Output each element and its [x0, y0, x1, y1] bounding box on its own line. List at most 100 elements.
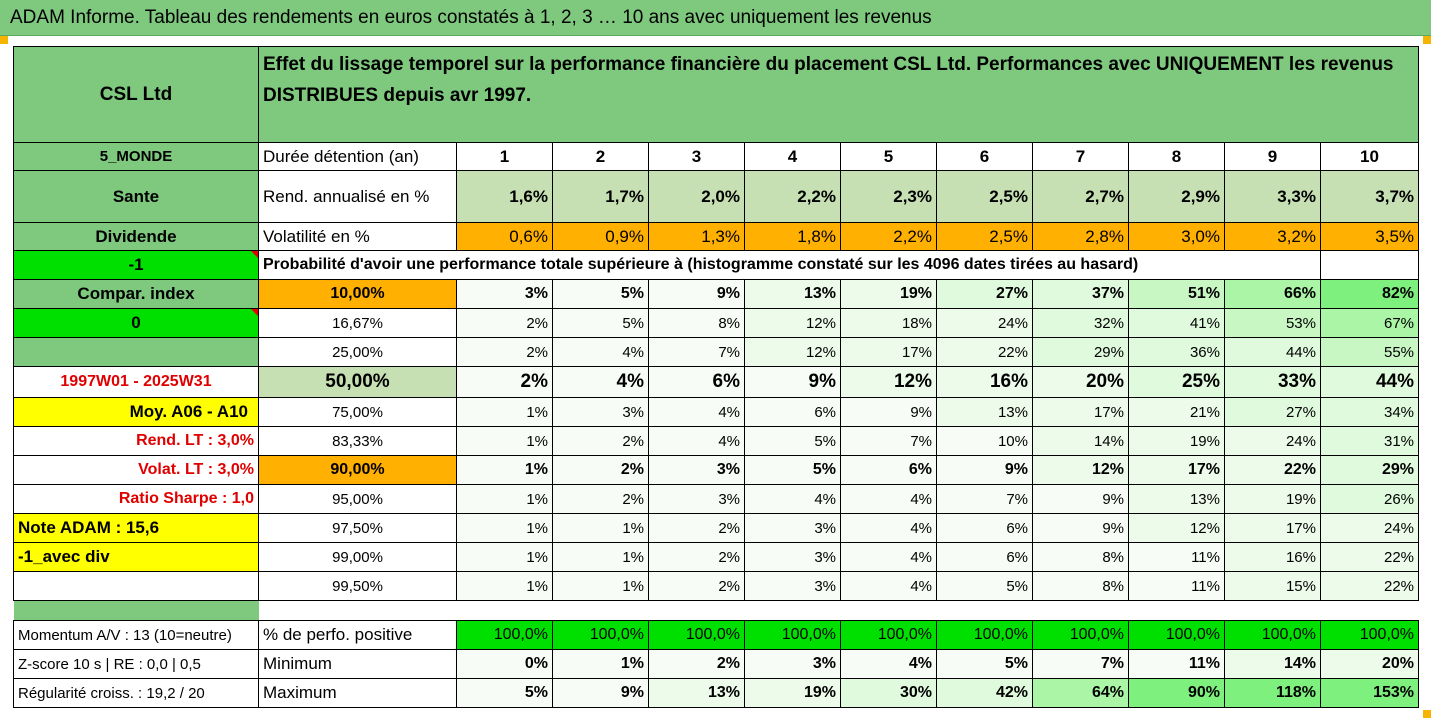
probability-value: 6%	[936, 542, 1033, 572]
year-header: 2	[552, 142, 649, 171]
probability-value: 4%	[648, 426, 745, 456]
minimum-value: 20%	[1319, 649, 1420, 679]
probability-value: 5%	[936, 571, 1033, 601]
moy-label: Moy. A06 - A10	[13, 397, 259, 427]
positive-value: 100,0%	[1128, 620, 1225, 650]
probability-value: 17%	[840, 337, 937, 367]
probability-value: 41%	[1128, 308, 1225, 338]
probability-value: 4%	[648, 397, 745, 427]
probability-threshold: 99,00%	[258, 542, 457, 572]
maximum-value: 13%	[648, 678, 745, 708]
probability-value: 9%	[936, 455, 1033, 485]
probability-value: 31%	[1319, 426, 1420, 456]
maximum-value: 42%	[936, 678, 1033, 708]
rend-value: 1,7%	[552, 170, 649, 223]
probability-threshold: 50,00%	[258, 366, 457, 398]
volat-value: 2,2%	[840, 222, 937, 251]
positive-value: 100,0%	[1032, 620, 1129, 650]
probability-value: 4%	[552, 366, 649, 398]
probability-threshold: 16,67%	[258, 308, 457, 338]
positive-value: 100,0%	[552, 620, 649, 650]
volat-value: 3,0%	[1128, 222, 1225, 251]
positive-value: 100,0%	[936, 620, 1033, 650]
note-adam: Note ADAM : 15,6	[13, 513, 259, 543]
probability-value: 3%	[648, 455, 745, 485]
probability-threshold: 95,00%	[258, 484, 457, 514]
probability-value: 12%	[744, 337, 841, 367]
probability-value: 55%	[1319, 337, 1420, 367]
probability-value: 29%	[1032, 337, 1129, 367]
rend-label: Rend. annualisé en %	[258, 170, 457, 223]
probability-value: 44%	[1319, 366, 1420, 398]
year-header: 3	[648, 142, 745, 171]
minimum-label: Minimum	[258, 649, 457, 679]
probability-value: 15%	[1224, 571, 1321, 601]
corner-marker	[1423, 36, 1431, 44]
probability-value: 1%	[456, 571, 553, 601]
period: 1997W01 - 2025W31	[13, 366, 259, 398]
probability-value: 24%	[936, 308, 1033, 338]
maximum-value: 19%	[744, 678, 841, 708]
volat-label: Volatilité en %	[258, 222, 457, 251]
probability-value: 12%	[840, 366, 937, 398]
probability-value: 9%	[1032, 484, 1129, 514]
probability-value: 1%	[456, 513, 553, 543]
probability-value: 66%	[1224, 279, 1321, 309]
rend-value: 1,6%	[456, 170, 553, 223]
probability-value: 27%	[1224, 397, 1321, 427]
probability-value: 37%	[1032, 279, 1129, 309]
year-header: 10	[1319, 142, 1420, 171]
probability-value: 51%	[1128, 279, 1225, 309]
probability-value: 25%	[1128, 366, 1225, 398]
volat-value: 2,8%	[1032, 222, 1129, 251]
probability-value: 19%	[840, 279, 937, 309]
probability-value: 22%	[1224, 455, 1321, 485]
probability-value: 7%	[936, 484, 1033, 514]
corner-marker	[0, 36, 8, 44]
probability-value: 3%	[744, 542, 841, 572]
volat-value: 0,9%	[552, 222, 649, 251]
sector: Sante	[13, 170, 259, 223]
probability-threshold: 83,33%	[258, 426, 457, 456]
probability-value: 11%	[1128, 571, 1225, 601]
probability-value: 1%	[456, 484, 553, 514]
minimum-value: 5%	[936, 649, 1033, 679]
probability-threshold: 99,50%	[258, 571, 457, 601]
probability-value: 9%	[840, 397, 937, 427]
positive-value: 100,0%	[456, 620, 553, 650]
momentum: Momentum A/V : 13 (10=neutre)	[13, 620, 259, 650]
probability-threshold: 75,00%	[258, 397, 457, 427]
positive-value: 100,0%	[744, 620, 841, 650]
positive-value: 100,0%	[648, 620, 745, 650]
probability-value: 9%	[744, 366, 841, 398]
volat-value: 3,2%	[1224, 222, 1321, 251]
avec-div: -1_avec div	[13, 542, 259, 572]
probability-value: 32%	[1032, 308, 1129, 338]
probability-value: 16%	[936, 366, 1033, 398]
probability-value: 36%	[1128, 337, 1225, 367]
minimum-value: 4%	[840, 649, 937, 679]
compar-index: Compar. index	[13, 279, 259, 309]
empty-cell	[13, 571, 259, 601]
probability-value: 1%	[456, 397, 553, 427]
probability-value: 3%	[744, 571, 841, 601]
probability-value: 2%	[552, 484, 649, 514]
company-name: CSL Ltd	[13, 46, 259, 143]
description: Effet du lissage temporel sur la perform…	[257, 46, 1420, 143]
probability-value: 4%	[744, 484, 841, 514]
minimum-value: 1%	[552, 649, 649, 679]
probability-value: 5%	[744, 455, 841, 485]
maximum-value: 30%	[840, 678, 937, 708]
minimum-value: 14%	[1224, 649, 1321, 679]
maximum-value: 90%	[1128, 678, 1225, 708]
probability-value: 53%	[1224, 308, 1321, 338]
minimum-value: 0%	[456, 649, 553, 679]
year-header: 8	[1128, 142, 1225, 171]
probability-value: 2%	[648, 571, 745, 601]
rend-lt: Rend. LT : 3,0%	[13, 426, 259, 456]
probability-value: 6%	[648, 366, 745, 398]
spacer-green	[13, 600, 259, 621]
year-header: 1	[456, 142, 553, 171]
probability-value: 19%	[1128, 426, 1225, 456]
probability-value: 2%	[456, 308, 553, 338]
